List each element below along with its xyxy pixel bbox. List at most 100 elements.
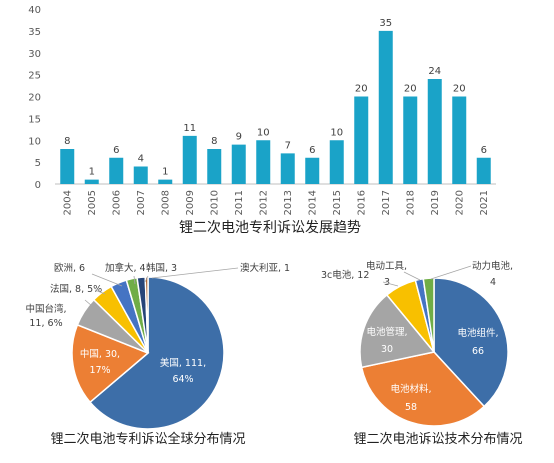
bar-2005 (84, 179, 99, 184)
bar-value-label-2011: 9 (236, 132, 242, 143)
y-tick-label-6: 30 (28, 49, 41, 60)
label-management: 电池管理, (366, 326, 407, 338)
x-tick-label-2021: 2021 (479, 190, 490, 215)
x-tick-label-2013: 2013 (283, 190, 294, 215)
bar-value-label-2009: 11 (183, 123, 196, 134)
leader-fr (94, 289, 106, 295)
x-tick-label-2014: 2014 (307, 190, 318, 215)
x-tick-label-2009: 2009 (185, 190, 196, 215)
bar-value-label-2018: 20 (404, 84, 417, 95)
bar-2013 (280, 153, 295, 184)
y-tick-label-5: 25 (28, 71, 41, 82)
bar-2015 (329, 140, 344, 184)
y-tick-label-1: 5 (35, 158, 41, 169)
y-tick-label-7: 35 (28, 27, 41, 38)
label-components-value: 66 (472, 346, 484, 357)
x-tick-label-2016: 2016 (356, 190, 367, 215)
bar-value-label-2019: 24 (428, 66, 441, 77)
x-tick-label-2017: 2017 (381, 190, 392, 215)
bar-chart: 0 5 10 15 20 25 30 35 40 8 2004 1 2005 6 2006 4 2007 1 200… (28, 5, 496, 215)
bar-2017 (378, 30, 393, 184)
bar-value-label-2007: 4 (138, 154, 144, 165)
y-tick-label-8: 40 (28, 5, 41, 16)
label-3c: 3c电池, 12 (321, 269, 369, 281)
pie-chart-region: 美国, 111, 64% 中国, 30, 17% 中国台湾, 11, 6% 法国, 8, 5… (25, 262, 290, 430)
bar-value-label-2006: 6 (113, 145, 119, 156)
region-slice-7 (144, 276, 149, 354)
x-tick-label-2006: 2006 (111, 190, 122, 215)
bar-value-label-2010: 8 (211, 136, 217, 147)
label-tw-pct: 11, 6% (29, 318, 62, 329)
tech-slice-2 (359, 293, 436, 369)
bar-2008 (158, 179, 173, 184)
x-tick-label-2007: 2007 (136, 190, 147, 215)
leader-eu (91, 273, 123, 287)
label-kr: 韩国, 3 (146, 262, 177, 274)
label-management-value: 30 (381, 344, 393, 355)
label-materials: 电池材料, (390, 383, 431, 395)
bar-value-label-2005: 1 (89, 167, 95, 178)
region-slice-0 (89, 276, 225, 430)
bar-2016 (354, 96, 369, 184)
region-slice-1 (71, 323, 150, 404)
pie-chart-region-title: 锂二次电池专利诉讼全球分布情况 (50, 431, 245, 447)
tech-slice-1 (360, 351, 486, 427)
bar-value-label-2017: 35 (379, 18, 392, 29)
y-tick-label-2: 10 (28, 136, 41, 147)
leader-tools (403, 271, 421, 281)
label-power-value: 4 (490, 277, 496, 288)
label-cn-pct: 17% (89, 365, 110, 376)
label-eu: 欧洲, 6 (54, 262, 85, 274)
bar-value-label-2014: 6 (309, 145, 315, 156)
tech-slice-0 (433, 277, 509, 408)
bar-value-label-2013: 7 (285, 140, 291, 151)
y-tick-label-4: 20 (28, 93, 41, 104)
bar-2006 (109, 157, 124, 184)
bar-value-label-2015: 10 (330, 127, 343, 138)
bar-value-label-2012: 10 (257, 127, 270, 138)
x-tick-label-2011: 2011 (234, 190, 245, 215)
bar-value-label-2016: 20 (355, 84, 368, 95)
x-tick-label-2004: 2004 (62, 190, 73, 215)
bar-chart-title: 锂二次电池专利诉讼发展趋势 (179, 220, 361, 236)
x-tick-label-2019: 2019 (430, 190, 441, 215)
bar-2012 (256, 140, 271, 184)
label-power: 动力电池, (472, 260, 513, 272)
label-cn: 中国, 30, (80, 348, 120, 360)
label-us-pct: 64% (172, 374, 193, 385)
x-tick-label-2020: 2020 (454, 190, 465, 215)
leader-tw (84, 299, 93, 307)
label-components: 电池组件, (457, 327, 498, 339)
bar-2011 (231, 144, 246, 184)
bar-2020 (452, 96, 467, 184)
bar-2021 (476, 157, 491, 184)
leader-power (430, 265, 472, 280)
leader-kr (144, 275, 149, 283)
label-fr: 法国, 8, 5% (50, 283, 102, 295)
bar-2007 (133, 166, 148, 184)
bar-2018 (403, 96, 418, 184)
bar-value-label-2008: 1 (162, 167, 168, 178)
bar-value-label-2021: 6 (481, 145, 487, 156)
x-tick-label-2010: 2010 (209, 190, 220, 215)
x-tick-label-2008: 2008 (160, 190, 171, 215)
label-au: 澳大利亚, 1 (240, 262, 290, 274)
y-tick-label-3: 15 (28, 114, 41, 125)
bar-2019 (427, 79, 442, 184)
label-tw: 中国台湾, (25, 303, 66, 315)
bar-2004 (60, 149, 75, 184)
x-tick-label-2018: 2018 (405, 190, 416, 215)
bar-value-label-2004: 8 (64, 136, 70, 147)
label-tools-value: 3 (384, 277, 390, 288)
y-tick-label-0: 0 (35, 180, 41, 191)
pie-chart-technology-title: 锂二次电池诉讼技术分布情况 (353, 431, 522, 447)
leader-au (151, 267, 239, 279)
leader-3c (382, 281, 399, 287)
leader-ca (133, 275, 136, 285)
bar-2009 (182, 135, 197, 184)
label-materials-value: 58 (405, 402, 417, 413)
bar-2010 (207, 149, 222, 184)
bar-value-label-2020: 20 (453, 84, 466, 95)
label-ca: 加拿大, 4 (105, 262, 146, 274)
